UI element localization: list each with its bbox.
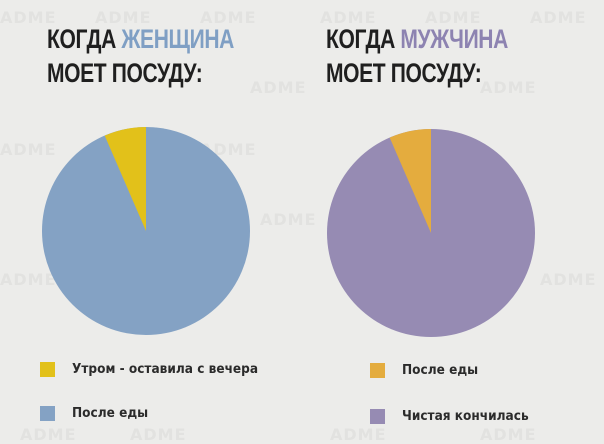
title-accent-woman: ЖЕНЩИНА — [121, 24, 234, 54]
legend-swatch-blue — [40, 405, 55, 421]
watermark: ADME — [260, 210, 317, 229]
right-legend-item-1: После еды — [370, 362, 487, 378]
right-chart-title: КОГДА МУЖЧИНА МОЕТ ПОСУДУ: — [326, 22, 508, 90]
left-legend-item-2: После еды — [40, 405, 157, 421]
watermark: ADME — [480, 425, 537, 444]
legend-label: Чистая кончилась — [402, 408, 529, 424]
title-text: КОГДА — [47, 24, 116, 54]
watermark: ADME — [250, 78, 307, 97]
watermark: ADME — [530, 8, 587, 27]
left-title-line1: КОГДА ЖЕНЩИНА — [47, 22, 234, 56]
watermark: ADME — [330, 425, 387, 444]
watermark: ADME — [130, 425, 187, 444]
right-pie-chart — [327, 129, 535, 337]
right-title-line2: МОЕТ ПОСУДУ: — [326, 58, 482, 88]
title-text: КОГДА — [326, 24, 395, 54]
pie-slice-utrom — [104, 127, 146, 231]
legend-label: После еды — [72, 405, 149, 421]
right-legend-item-2: Чистая кончилась — [370, 408, 543, 424]
left-title-line2: МОЕТ ПОСУДУ: — [47, 58, 203, 88]
legend-swatch-purple — [370, 408, 385, 424]
pie-slice-posle-edy — [389, 129, 431, 233]
watermark: ADME — [540, 270, 597, 289]
left-legend-item-1: Утром - оставила с вечера — [40, 361, 279, 377]
legend-label: После еды — [402, 362, 479, 378]
legend-label: Утром - оставила с вечера — [72, 361, 259, 377]
left-chart-title: КОГДА ЖЕНЩИНА МОЕТ ПОСУДУ: — [47, 22, 234, 90]
legend-swatch-yellow — [40, 361, 55, 377]
right-title-line1: КОГДА МУЖЧИНА — [326, 22, 508, 56]
legend-swatch-orange — [370, 362, 385, 378]
left-pie-chart — [42, 127, 250, 335]
watermark: ADME — [20, 425, 77, 444]
title-accent-man: МУЖЧИНА — [400, 24, 508, 54]
